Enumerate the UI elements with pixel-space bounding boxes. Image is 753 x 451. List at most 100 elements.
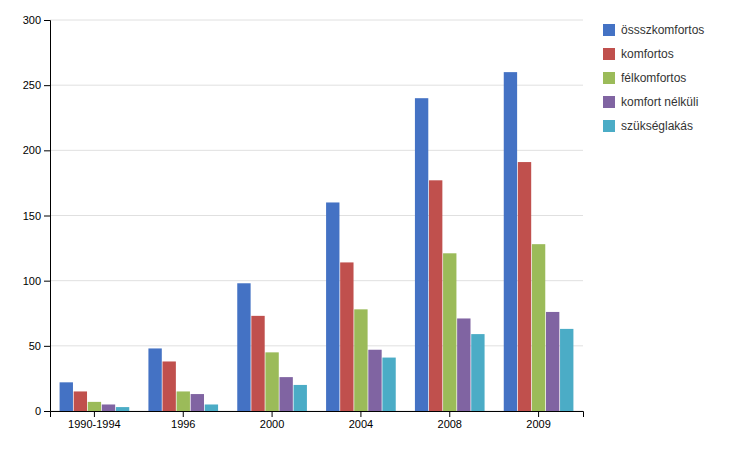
bar xyxy=(205,404,218,411)
x-tick: 2000 xyxy=(260,411,284,430)
y-tick: 300 xyxy=(23,14,50,26)
y-tick-mark xyxy=(44,20,50,21)
bar xyxy=(368,350,381,411)
bar-series xyxy=(74,162,532,411)
legend-swatch xyxy=(603,24,615,36)
grid-line xyxy=(50,150,583,151)
bar xyxy=(415,98,428,411)
x-tick: 2004 xyxy=(349,411,373,430)
grid-line xyxy=(50,280,583,281)
legend-item: komfort nélküli xyxy=(603,95,698,109)
y-tick: 200 xyxy=(23,144,50,156)
x-tick: 1990-1994 xyxy=(68,411,121,430)
x-tick: 2009 xyxy=(526,411,550,430)
legend-item: félkomfortos xyxy=(603,71,686,85)
bar xyxy=(518,162,531,411)
grid-line xyxy=(50,85,583,86)
grid-line xyxy=(50,20,583,21)
bar xyxy=(60,382,73,411)
legend-item: komfortos xyxy=(603,47,674,61)
bar-series xyxy=(116,329,574,411)
y-tick-mark xyxy=(44,411,50,412)
x-axis: 1990-1994 1996 2000 2004 2008 2009 xyxy=(51,411,584,430)
bar xyxy=(162,361,175,411)
x-tick-mark xyxy=(94,411,95,417)
x-tick-mark xyxy=(183,411,184,417)
bar xyxy=(279,377,292,411)
bar xyxy=(265,352,278,411)
y-tick-mark xyxy=(44,281,50,282)
x-axis-line xyxy=(51,412,584,418)
grid-line xyxy=(50,345,583,346)
legend: össszkomfortos komfortos félkomfortos komfo… xyxy=(603,23,704,133)
legend-swatch xyxy=(603,120,615,132)
bar xyxy=(532,244,545,411)
legend-label: szükséglakás xyxy=(621,119,693,133)
x-tick-mark xyxy=(272,411,273,417)
y-tick-mark xyxy=(44,150,50,151)
bar xyxy=(251,316,264,411)
bar xyxy=(457,318,470,411)
y-tick: 50 xyxy=(29,340,50,352)
x-tick-label: 2008 xyxy=(438,418,462,430)
bar xyxy=(354,309,367,411)
chart: 1990-1994 1996 2000 2004 2008 2009 0 50 100 150 20… xyxy=(0,0,753,451)
legend-label: félkomfortos xyxy=(621,71,686,85)
y-tick-mark xyxy=(44,85,50,86)
bar xyxy=(340,262,353,411)
bar xyxy=(504,72,517,411)
x-tick-mark xyxy=(538,411,539,417)
bar xyxy=(382,358,395,411)
x-tick-label: 2000 xyxy=(260,418,284,430)
y-tick: 250 xyxy=(23,79,50,91)
bar xyxy=(326,202,339,411)
y-axis-line xyxy=(44,21,51,412)
y-tick-mark xyxy=(44,216,50,217)
legend-item: össszkomfortos xyxy=(603,23,704,37)
x-tick-label: 1990-1994 xyxy=(68,418,121,430)
bar xyxy=(102,404,115,411)
bar xyxy=(191,394,204,411)
y-tick: 150 xyxy=(23,210,50,222)
y-tick-label: 250 xyxy=(23,79,41,91)
legend-label: komfortos xyxy=(621,47,674,61)
x-tick-label: 2004 xyxy=(349,418,373,430)
y-tick: 0 xyxy=(35,405,50,417)
plot: 1990-1994 1996 2000 2004 2008 2009 0 50 100 150 20… xyxy=(23,14,584,430)
x-tick: 2008 xyxy=(438,411,462,430)
legend-item: szükséglakás xyxy=(603,119,693,133)
x-tick-label: 1996 xyxy=(171,418,195,430)
bar xyxy=(148,348,161,411)
bar xyxy=(116,407,129,411)
y-axis: 0 50 100 150 200 250 300 xyxy=(23,14,51,417)
x-tick: 1996 xyxy=(171,411,195,430)
bar xyxy=(560,329,573,411)
legend-label: komfort nélküli xyxy=(621,95,698,109)
bar xyxy=(177,391,190,411)
grid xyxy=(50,20,583,411)
bar-series xyxy=(88,244,546,411)
x-tick-mark xyxy=(360,411,361,417)
y-tick: 100 xyxy=(23,275,50,287)
bar xyxy=(546,312,559,411)
y-tick-label: 150 xyxy=(23,210,41,222)
bar xyxy=(237,283,250,411)
y-tick-label: 100 xyxy=(23,275,41,287)
bar xyxy=(88,402,101,411)
bar xyxy=(471,334,484,411)
legend-label: össszkomfortos xyxy=(621,23,704,37)
bar-series xyxy=(102,312,560,411)
legend-swatch xyxy=(603,96,615,108)
bar xyxy=(74,391,87,411)
bar-series xyxy=(60,72,518,411)
y-tick-label: 300 xyxy=(23,14,41,26)
y-tick-mark xyxy=(44,346,50,347)
legend-swatch xyxy=(603,72,615,84)
x-tick-mark xyxy=(449,411,450,417)
x-tick-label: 2009 xyxy=(526,418,550,430)
legend-swatch xyxy=(603,48,615,60)
y-tick-label: 0 xyxy=(35,405,41,417)
grid-line xyxy=(50,215,583,216)
y-tick-label: 50 xyxy=(29,340,41,352)
bar xyxy=(294,385,307,411)
